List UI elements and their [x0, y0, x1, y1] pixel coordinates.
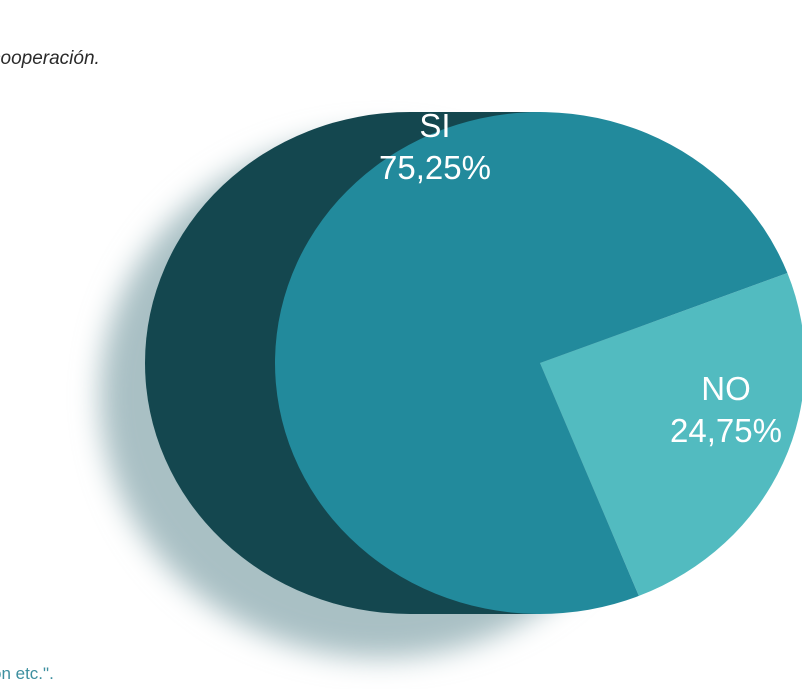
pie-labels: SI 75,25% NO 24,75% [379, 107, 782, 449]
caption-bottom-text: ón etc.". [0, 664, 54, 683]
slice-value-no: 24,75% [670, 412, 782, 449]
slice-value-si: 75,25% [379, 149, 491, 186]
pie-slice-si [275, 112, 788, 615]
pie-slice-no [540, 273, 802, 596]
slice-label-si: SI [419, 107, 450, 144]
caption-top-text: cooperación. [0, 48, 100, 69]
pie-slices [275, 112, 802, 615]
slice-label-no: NO [701, 370, 751, 407]
